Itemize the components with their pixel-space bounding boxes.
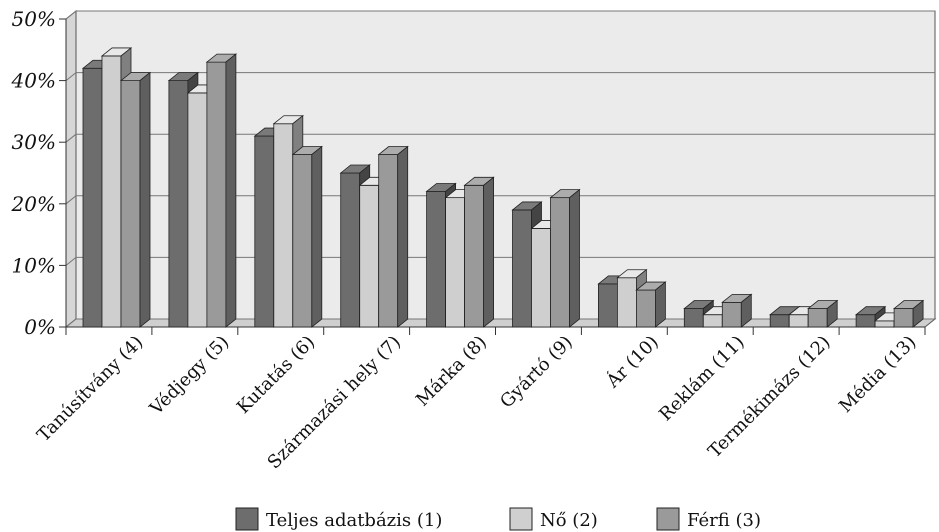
x-category-label: Tanúsítvány (4) — [33, 332, 147, 446]
bar-2 — [359, 184, 380, 328]
bar-3 — [464, 184, 485, 328]
bar-3 — [292, 154, 313, 328]
bar-3 — [550, 197, 570, 328]
x-category-label: Védjegy (5) — [145, 332, 233, 420]
bar-2 — [788, 314, 809, 328]
y-tick-label: 10% — [12, 253, 56, 277]
gridline-side — [65, 72, 77, 81]
gridline-side — [65, 133, 77, 143]
x-category-label: Média (13) — [835, 332, 920, 417]
bar-side-3 — [397, 145, 409, 328]
bar-2 — [702, 314, 723, 328]
bar-2 — [445, 197, 466, 328]
legend-swatch-3 — [656, 507, 680, 531]
bar-2 — [874, 320, 895, 328]
bar-side-3 — [740, 293, 752, 328]
gridline-side — [65, 257, 77, 266]
gridline-side — [65, 10, 77, 20]
x-category-label: Ár (10) — [600, 330, 662, 392]
bar-3 — [378, 154, 399, 328]
bar-1 — [683, 308, 704, 328]
bar-3 — [893, 308, 914, 328]
bar-3 — [120, 80, 141, 328]
y-tick-label: 30% — [12, 130, 56, 154]
gridline-side — [65, 195, 77, 205]
bar-side-3 — [311, 145, 323, 328]
bar-1 — [512, 209, 532, 328]
gridline-side — [65, 318, 77, 328]
bar-2 — [531, 228, 551, 328]
bar-1 — [82, 67, 103, 328]
bar-2 — [101, 55, 122, 328]
bar-side-3 — [483, 176, 495, 328]
x-category-label: Kutatás (6) — [233, 332, 319, 418]
bar-3 — [636, 289, 656, 328]
legend-label-2: Nő (2) — [540, 510, 598, 531]
bar-side-3 — [569, 188, 580, 328]
bar-1 — [254, 135, 275, 328]
bar-1 — [168, 80, 189, 328]
x-category-label: Reklám (11) — [655, 332, 749, 426]
bar-1 — [340, 172, 361, 328]
legend-label-1: Teljes adatbázis (1) — [266, 510, 442, 531]
bar-side-3 — [225, 53, 237, 328]
y-tick-label: 20% — [11, 192, 56, 216]
legend-swatch-2 — [509, 507, 533, 531]
bar-3 — [807, 308, 828, 328]
y-tick-label: 0% — [24, 315, 56, 339]
legend-swatch-1 — [235, 507, 259, 531]
bar-2 — [617, 277, 637, 328]
y-tick-label: 50% — [12, 7, 56, 31]
bar-3 — [721, 301, 742, 328]
bar-side-3 — [655, 281, 666, 328]
bar-1 — [855, 314, 876, 328]
bar-1 — [769, 314, 790, 328]
bar-2 — [187, 92, 208, 328]
bar-2 — [273, 123, 294, 328]
y-tick-label: 40% — [11, 69, 56, 93]
plot-side-wall — [65, 9, 77, 329]
bar-1 — [426, 191, 447, 328]
legend-label-3: Férfi (3) — [687, 510, 761, 531]
bar-1 — [598, 283, 618, 328]
bar-side-3 — [139, 71, 151, 328]
bar-side-3 — [826, 299, 838, 328]
x-category-label: Márka (8) — [412, 332, 491, 411]
bar-3 — [206, 61, 227, 328]
bar-side-3 — [912, 299, 924, 328]
x-category-label: Gyártó (9) — [496, 332, 577, 413]
